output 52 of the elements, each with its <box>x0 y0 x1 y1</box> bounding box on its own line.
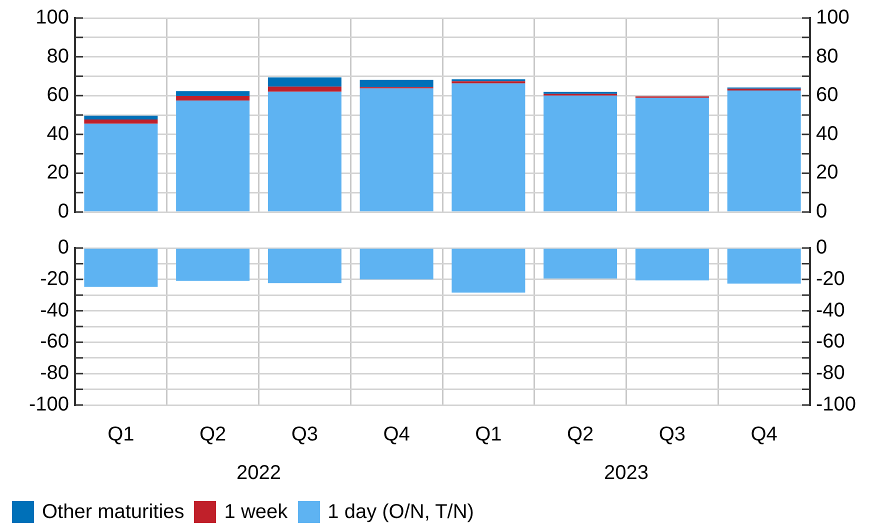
x-tick-label: Q2 <box>566 424 594 446</box>
x-tick-label: Q4 <box>383 424 410 446</box>
y2-tick-label: 40 <box>816 122 838 145</box>
legend-label: 1 week <box>224 500 288 524</box>
x-tick-label: Q2 <box>199 424 226 446</box>
y-tick-label: 20 <box>46 162 69 184</box>
y-tick-label: 100 <box>36 6 69 29</box>
y2-tick-label: -100 <box>816 394 856 416</box>
legend-label: Other maturities <box>42 500 184 524</box>
bar <box>635 98 709 212</box>
bar <box>176 100 250 212</box>
y2-tick-label: -40 <box>816 299 845 322</box>
y2-tick-label: 20 <box>816 162 838 184</box>
y2-tick-label: -80 <box>816 362 845 384</box>
bar <box>84 116 158 120</box>
y-tick-label: 80 <box>46 45 69 68</box>
bar <box>268 77 342 87</box>
bar <box>544 96 618 212</box>
y2-tick-label: 0 <box>816 236 828 259</box>
bar <box>360 88 434 212</box>
y-tick-label: 0 <box>58 236 69 259</box>
bar <box>268 92 342 212</box>
y2-tick-label: -20 <box>816 268 845 290</box>
bar <box>452 83 526 212</box>
y2-tick-label: 0 <box>816 200 828 223</box>
y2-tick-label: -60 <box>816 330 845 353</box>
bar <box>84 119 158 124</box>
bar <box>176 96 250 101</box>
y2-tick-label: 100 <box>816 6 850 29</box>
y-tick-label: 0 <box>58 200 69 223</box>
legend-label: 1 day (O/N, T/N) <box>328 500 474 524</box>
x-tick-label: Q3 <box>291 424 318 446</box>
y-tick-label: -80 <box>40 362 69 384</box>
y2-tick-label: 60 <box>816 84 838 106</box>
text: 2022 <box>236 462 281 484</box>
y-tick-label: -100 <box>28 394 69 416</box>
bar <box>727 90 801 212</box>
y2-tick-label: 80 <box>816 45 838 68</box>
x-tick-label: Q3 <box>658 424 686 446</box>
bar <box>360 80 434 88</box>
x-tick-label: Q4 <box>750 424 778 446</box>
x-tick-label: Q1 <box>475 424 502 446</box>
y-tick-label: 40 <box>46 122 69 145</box>
y-tick-label: -60 <box>40 330 69 353</box>
bar <box>84 124 158 212</box>
y-tick-label: 60 <box>46 84 69 106</box>
x-tick-label: Q1 <box>108 424 134 446</box>
y-tick-label: -20 <box>40 268 69 290</box>
bar <box>176 91 250 96</box>
text: 2023 <box>604 462 648 484</box>
y-tick-label: -40 <box>40 299 69 322</box>
bar <box>268 86 342 92</box>
